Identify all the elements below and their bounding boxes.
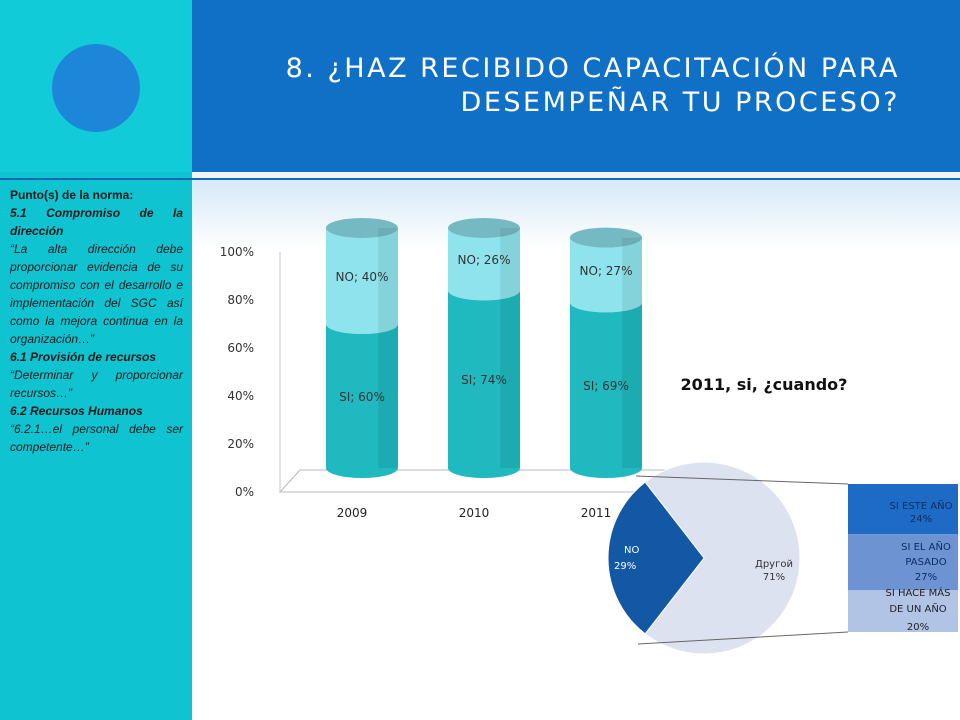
bar-label-no-2011: NO; 27% <box>580 264 633 278</box>
charts-canvas: 0% 20% 40% 60% 80% 100% NO; 40% SI; 60% 2009 NO; … <box>220 218 958 655</box>
breakdown-bar-1 <box>848 534 958 591</box>
notes-section-2-title: 6.1 Provisión de recursos <box>10 350 157 364</box>
breakdown-label-1-name-b: PASADO <box>905 557 946 568</box>
connector-top <box>635 475 849 485</box>
norm-notes: Punto(s) de la norma: 5.1 Compromiso de … <box>10 186 183 456</box>
bar-label-si-2009: SI; 60% <box>339 390 385 404</box>
y-tick-label: 20% <box>227 437 254 451</box>
bar-si-2010 <box>448 290 520 478</box>
breakdown-label-2-name-b: DE UN AÑO <box>889 602 946 615</box>
bar-no-2011 <box>570 237 642 313</box>
x-tick-label-2010: 2010 <box>459 506 490 520</box>
bar-no-top-2009 <box>326 218 398 238</box>
y-tick-label: 80% <box>227 293 254 307</box>
y-tick-label: 0% <box>235 485 254 499</box>
x-tick-label-2011: 2011 <box>581 506 612 520</box>
breakdown-label-2-name-a: SI HACE MÁS <box>886 586 951 599</box>
breakdown-bar-0 <box>848 484 958 535</box>
breakdown-bar-2 <box>848 590 958 632</box>
notes-section-1-title: 5.1 Compromiso de la dirección <box>10 206 183 238</box>
header-divider <box>192 172 960 178</box>
pie-title: 2011, si, ¿cuando? <box>681 375 848 394</box>
decorative-circle <box>52 44 140 132</box>
breakdown-label-0-value: 24% <box>910 514 932 525</box>
pie-label-otro-name: Другой <box>755 559 793 570</box>
pie-label-no-name: NO <box>624 545 639 556</box>
breakdown-label-1-value: 27% <box>915 572 937 583</box>
title-line-1: 8. ¿HAZ RECIBIDO CAPACITACIÓN PARA <box>285 53 900 84</box>
pie-label-otro-value: 71% <box>763 572 785 583</box>
bar-si-2009 <box>326 324 398 478</box>
bar-shade-2009 <box>378 228 398 468</box>
breakdown-label-1-name-a: SI EL AÑO <box>901 540 951 553</box>
notes-section-3-title: 6.2 Recursos Humanos <box>10 404 143 418</box>
x-tick-label-2009: 2009 <box>337 506 368 520</box>
header-divider-dark <box>0 178 960 180</box>
notes-heading: Punto(s) de la norma: <box>10 188 134 202</box>
bar-shade-2011 <box>622 237 642 468</box>
pie-label-no-value: 29% <box>614 561 636 572</box>
notes-section-1-text: “La alta dirección debe proporcionar evi… <box>10 242 183 346</box>
page-title: 8. ¿HAZ RECIBIDO CAPACITACIÓN PARA DESEM… <box>220 52 900 120</box>
y-tick-label: 60% <box>227 341 254 355</box>
notes-section-3-text: “6.2.1…el personal debe ser competente…” <box>10 422 183 454</box>
title-line-2: DESEMPEÑAR TU PROCESO? <box>460 87 900 118</box>
breakdown-label-0-name: SI ESTE AÑO <box>890 499 953 512</box>
bar-no-top-2011 <box>570 227 642 248</box>
y-tick-label: 100% <box>220 245 254 259</box>
bar-no-2009 <box>326 228 398 334</box>
bar-label-si-2011: SI; 69% <box>583 379 629 393</box>
bar-shade-2010 <box>500 228 520 468</box>
header-bar <box>192 0 960 172</box>
pie-slice-no <box>607 481 705 635</box>
pie-slice-otro <box>644 461 801 655</box>
bar-si-2011 <box>570 302 642 478</box>
bar-label-no-2009: NO; 40% <box>336 270 389 284</box>
bar-label-si-2010: SI; 74% <box>461 373 507 387</box>
bar-no-top-2010 <box>448 218 520 238</box>
connector-bottom <box>637 631 849 645</box>
bar-label-no-2010: NO; 26% <box>458 253 511 267</box>
y-tick-label: 40% <box>227 389 254 403</box>
bar-no-2010 <box>448 228 520 301</box>
breakdown-label-2-value: 20% <box>907 622 929 633</box>
notes-section-2-text: “Determinar y proporcionar recursos…” <box>10 368 183 400</box>
